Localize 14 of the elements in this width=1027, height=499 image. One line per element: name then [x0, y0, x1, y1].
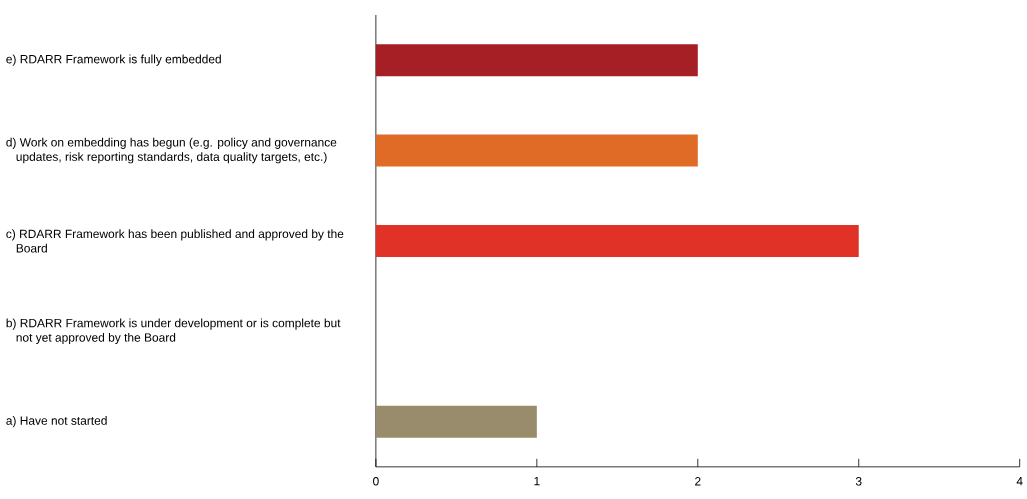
- bar: [375, 405, 537, 438]
- bar: [375, 44, 698, 77]
- x-tick-label: 4: [1016, 477, 1023, 486]
- x-tick-label: 3: [855, 477, 862, 486]
- x-tick-label: 1: [534, 477, 540, 486]
- bar: [375, 225, 859, 257]
- x-tick-label: 0: [373, 477, 379, 486]
- y-tick-label: d) Work on embedding has begun (e.g. policy and governance updates, risk reporting standards, data quality targets, etc.): [6, 137, 337, 164]
- y-tick-label: a) Have not started: [6, 416, 107, 428]
- y-tick-label: b) RDARR Framework is under development or is complete but not yet approved by the Board: [6, 318, 341, 345]
- x-tick-label: 2: [695, 477, 701, 486]
- y-tick-label: c) RDARR Framework has been published and approved by the Board: [6, 229, 344, 253]
- y-tick-label: e) RDARR Framework is fully embedded: [6, 54, 221, 66]
- bar: [375, 134, 698, 167]
